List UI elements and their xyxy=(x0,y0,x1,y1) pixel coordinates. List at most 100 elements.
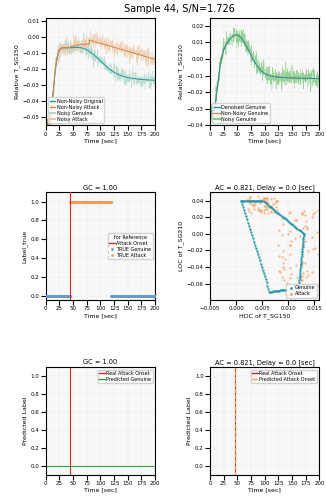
Point xyxy=(286,218,291,226)
Point xyxy=(256,192,261,200)
Point xyxy=(297,278,302,286)
Point xyxy=(119,292,125,300)
Point xyxy=(304,226,310,234)
Point xyxy=(274,197,279,205)
Point xyxy=(285,286,290,294)
Point xyxy=(52,292,57,300)
Point xyxy=(65,292,70,300)
Point xyxy=(240,200,245,207)
Point xyxy=(62,292,67,300)
Point xyxy=(283,216,289,224)
X-axis label: Time [sec]: Time [sec] xyxy=(84,313,117,318)
Point xyxy=(299,256,304,264)
Point xyxy=(248,200,253,207)
Point xyxy=(299,210,304,218)
Point xyxy=(78,198,83,205)
Point xyxy=(53,292,58,300)
Point xyxy=(83,198,88,205)
Point xyxy=(65,292,70,300)
Point xyxy=(124,292,129,300)
Point xyxy=(266,203,272,211)
Point xyxy=(112,292,117,300)
Point xyxy=(299,276,304,284)
Point xyxy=(85,198,90,205)
Point xyxy=(283,255,288,263)
Point xyxy=(64,292,69,300)
Point xyxy=(56,292,61,300)
Point xyxy=(132,292,137,300)
Point xyxy=(68,198,73,205)
Point xyxy=(54,292,60,300)
Point xyxy=(143,292,148,300)
Point xyxy=(94,198,99,205)
Point xyxy=(103,198,109,205)
Point xyxy=(96,198,101,205)
Point xyxy=(89,198,95,205)
Point xyxy=(120,292,125,300)
Point xyxy=(265,208,270,216)
Point xyxy=(49,292,54,300)
Point xyxy=(49,292,54,300)
Point xyxy=(275,206,280,214)
Point xyxy=(296,226,301,234)
Point xyxy=(61,292,66,300)
Point xyxy=(81,198,86,205)
Point xyxy=(255,196,260,204)
Point xyxy=(301,236,306,244)
Point xyxy=(90,198,96,205)
Point xyxy=(100,198,105,205)
Point xyxy=(250,200,256,208)
Point xyxy=(281,286,287,294)
Point xyxy=(45,292,51,300)
Point xyxy=(106,198,111,205)
Point xyxy=(299,258,304,266)
Point xyxy=(100,198,106,205)
Point xyxy=(251,196,257,204)
Point xyxy=(109,292,114,300)
Point xyxy=(134,292,139,300)
Point xyxy=(316,234,321,242)
Point xyxy=(148,292,153,300)
Point xyxy=(289,270,294,278)
Point xyxy=(133,292,139,300)
Point xyxy=(143,292,148,300)
Point xyxy=(246,207,251,215)
Point xyxy=(299,241,304,249)
Point xyxy=(116,292,121,300)
Point xyxy=(45,292,50,300)
Point xyxy=(111,292,116,300)
Point xyxy=(59,292,65,300)
Point xyxy=(89,198,94,205)
Point xyxy=(51,292,56,300)
Point xyxy=(116,292,121,300)
Point xyxy=(249,231,255,239)
Point xyxy=(115,292,120,300)
Point xyxy=(305,290,310,298)
Point xyxy=(149,292,155,300)
Point xyxy=(120,292,125,300)
Point xyxy=(71,198,77,205)
Point xyxy=(54,292,59,300)
Point xyxy=(52,292,58,300)
Point xyxy=(274,198,279,205)
Point xyxy=(261,194,266,202)
Point xyxy=(69,198,74,205)
Point xyxy=(55,292,60,300)
Point xyxy=(108,198,113,205)
Point xyxy=(310,246,315,254)
Point xyxy=(98,198,103,205)
Point xyxy=(49,292,54,300)
Point xyxy=(50,292,55,300)
Point xyxy=(249,201,254,209)
Point xyxy=(124,292,129,300)
Point xyxy=(98,198,103,205)
Point xyxy=(93,198,98,205)
Point xyxy=(124,292,129,300)
Point xyxy=(246,222,252,230)
Point xyxy=(279,274,284,281)
Point xyxy=(64,292,69,300)
Point xyxy=(135,292,140,300)
Point xyxy=(110,292,115,300)
Point xyxy=(273,287,278,295)
Title: AC = 0.821, Delay = 0.0 [sec]: AC = 0.821, Delay = 0.0 [sec] xyxy=(215,360,315,366)
